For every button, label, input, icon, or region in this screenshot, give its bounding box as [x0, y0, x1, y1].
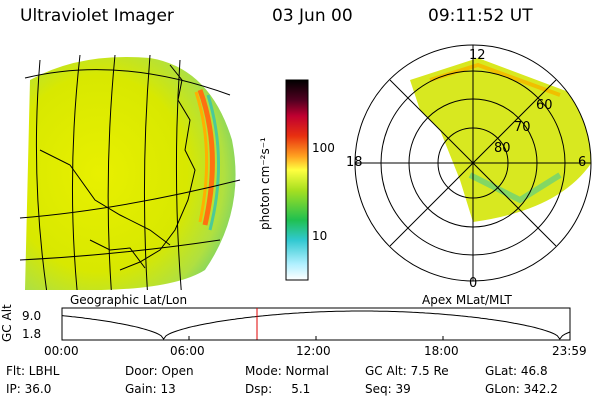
altitude-curve [61, 310, 571, 340]
mlt-label-12: 12 [469, 48, 486, 63]
status-gain: Gain: 13 [125, 382, 176, 396]
time-tick-1800: 18:00 [424, 344, 459, 358]
instrument-title: Ultraviolet Imager [20, 6, 174, 26]
mlt-label-6: 6 [578, 155, 587, 170]
left-panel-caption: Geographic Lat/Lon [70, 293, 188, 307]
altitude-plot-frame [61, 307, 571, 341]
mlat-label-80: 80 [494, 141, 511, 156]
mlt-label-0: 0 [469, 276, 478, 291]
time-tick-1200: 12:00 [296, 344, 331, 358]
time-label: 09:11:52 UT [428, 6, 533, 26]
date-label: 03 Jun 00 [272, 6, 353, 26]
mlat-label-70: 70 [514, 120, 531, 135]
colorbar-tick-100: 100 [312, 141, 335, 155]
status-ip: IP: 36.0 [6, 382, 52, 396]
status-mode: Mode: Normal [245, 364, 329, 378]
colorbar-unit-label: photon cm⁻²s⁻¹ [258, 137, 272, 230]
status-gcalt: GC Alt: 7.5 Re [365, 364, 449, 378]
status-flt: Flt: LBHL [6, 364, 60, 378]
mlt-label-18: 18 [346, 155, 363, 170]
status-seq: Seq: 39 [365, 382, 411, 396]
time-tick-2359: 23:59 [552, 344, 587, 358]
status-glat: GLat: 46.8 [485, 364, 548, 378]
polar-plot [354, 44, 592, 282]
mlat-label-60: 60 [536, 98, 553, 113]
status-door: Door: Open [125, 364, 194, 378]
colorbar [285, 79, 309, 281]
right-panel-caption: Apex MLat/MLT [422, 293, 512, 307]
colorbar-tick-10: 10 [312, 229, 328, 243]
altitude-ytick-high: 9.0 [22, 309, 42, 323]
status-glon: GLon: 342.2 [485, 382, 558, 396]
geographic-image [19, 54, 241, 290]
altitude-ylabel: GC Alt [0, 304, 14, 342]
altitude-ytick-low: 1.8 [22, 327, 42, 341]
time-tick-0000: 00:00 [44, 344, 79, 358]
time-tick-0600: 06:00 [170, 344, 205, 358]
status-dsp: Dsp: 5.1 [245, 382, 311, 396]
